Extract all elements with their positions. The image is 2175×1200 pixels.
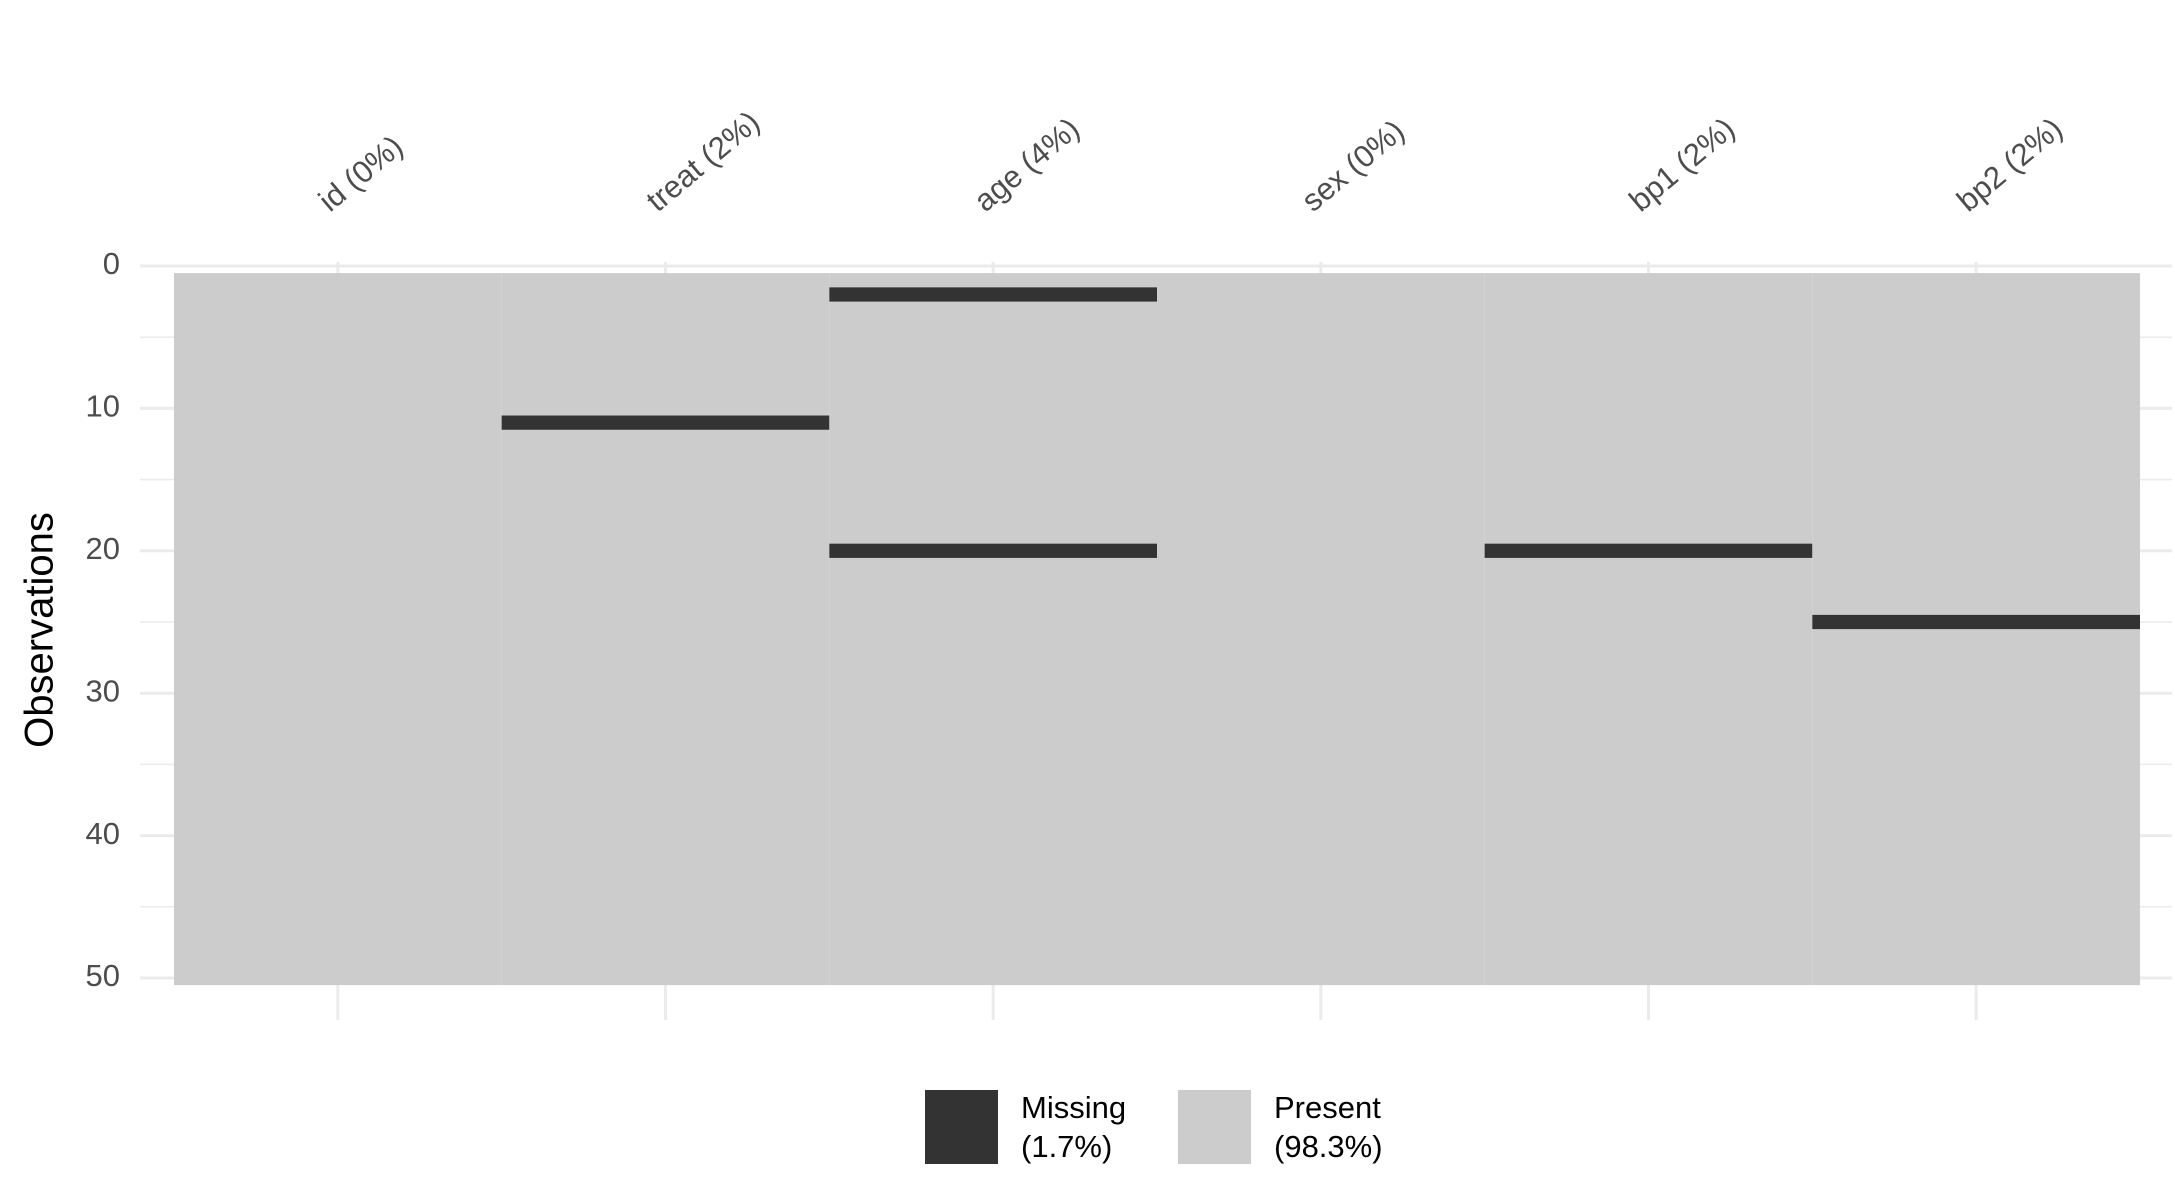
legend-label: Missing [1021, 1090, 1126, 1125]
y-tick-label: 40 [86, 816, 120, 851]
column-label: age (4%) [967, 111, 1086, 219]
legend-swatch [1178, 1090, 1251, 1164]
missing-cell [829, 287, 1157, 302]
cells [174, 273, 2140, 986]
missing-cell [501, 415, 830, 430]
present-cell [174, 273, 502, 986]
column-label: sex (0%) [1295, 113, 1411, 218]
legend-detail: (98.3%) [1274, 1129, 1383, 1164]
column-label: bp1 (2%) [1623, 111, 1742, 219]
present-cell [501, 273, 830, 986]
legend-label: Present [1274, 1090, 1381, 1125]
y-tick-label: 0 [103, 246, 120, 281]
y-tick-label: 50 [86, 958, 120, 993]
y-tick-label: 20 [86, 531, 120, 566]
column-label: bp2 (2%) [1950, 111, 2069, 219]
y-tick-label: 30 [86, 673, 120, 708]
present-cell [1484, 273, 1813, 986]
y-axis-title: Observations [18, 512, 62, 748]
missing-cell [1484, 543, 1813, 558]
missing-cell [1812, 614, 2140, 630]
column-label: id (0%) [312, 128, 410, 218]
present-cell [829, 273, 1157, 986]
column-label: treat (2%) [640, 104, 767, 218]
present-cell [1157, 273, 1485, 986]
missing-cell [829, 543, 1157, 558]
y-tick-label: 10 [86, 389, 120, 424]
legend-swatch [925, 1090, 998, 1164]
legend-detail: (1.7%) [1021, 1129, 1112, 1164]
